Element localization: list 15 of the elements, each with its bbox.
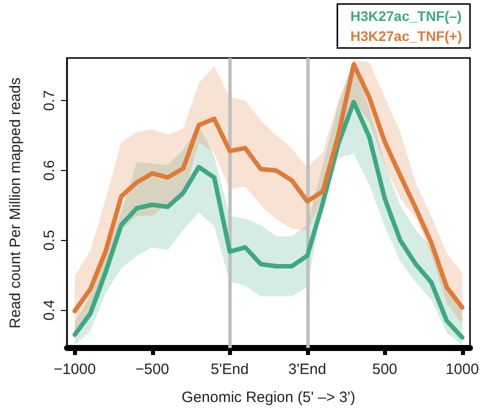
y-tick-label: 0.4 — [41, 300, 58, 321]
x-tick-label: 1000 — [446, 361, 479, 378]
y-tick-label: 0.7 — [41, 90, 58, 112]
x-tick-label: −500 — [135, 361, 170, 378]
y-axis-title: Read count Per Million mapped reads — [7, 78, 24, 328]
y-tick-label: 0.6 — [41, 160, 58, 181]
text: H3K27ac_TNF(–) — [350, 8, 462, 24]
x-axis-title: Genomic Region (5' –> 3') — [182, 389, 356, 406]
x-tick-label: 3'End — [288, 361, 326, 378]
x-tick-label: −1000 — [54, 361, 96, 378]
x-tick-label: 5'End — [210, 361, 249, 378]
line-series — [72, 100, 464, 340]
y-tick-label: 0.5 — [41, 230, 58, 251]
series-label: H3K27ac_TNF(+) — [350, 28, 462, 44]
x-tick-label: 500 — [372, 361, 398, 378]
